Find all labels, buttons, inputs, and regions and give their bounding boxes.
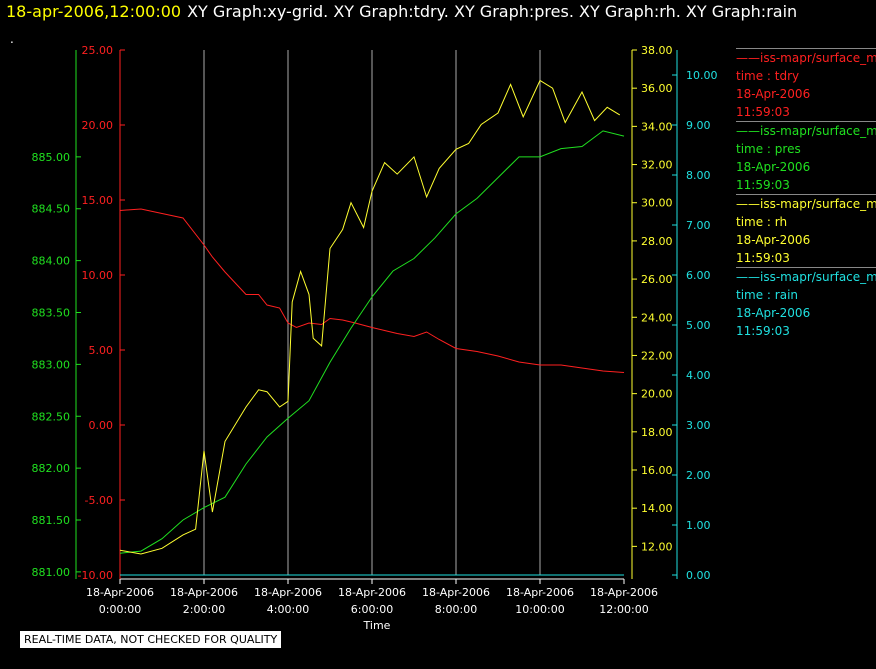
rain-tick-label: 0.00 (686, 569, 711, 582)
legend-date: 18-Apr-2006 (736, 87, 811, 101)
rain-tick-label: 5.00 (686, 319, 711, 332)
rh-tick-label: 20.00 (641, 388, 673, 401)
legend-date: 18-Apr-2006 (736, 160, 811, 174)
x-tick-label-time: 6:00:00 (351, 603, 393, 616)
x-tick-label-date: 18-Apr-2006 (590, 586, 658, 599)
x-tick-label-date: 18-Apr-2006 (506, 586, 574, 599)
rain-tick-label: 9.00 (686, 119, 711, 132)
legend-name: ——iss-mapr/surface_m (736, 51, 876, 65)
x-tick-label-time: 4:00:00 (267, 603, 309, 616)
tdry-tick-label: 0.00 (89, 419, 114, 432)
rain-tick-label: 4.00 (686, 369, 711, 382)
legend-var: time : pres (736, 142, 801, 156)
x-axis-label: Time (363, 619, 391, 632)
legend-time: 11:59:03 (736, 324, 790, 338)
x-tick-label-date: 18-Apr-2006 (86, 586, 154, 599)
legend-time: 11:59:03 (736, 105, 790, 119)
quality-notice: REAL-TIME DATA, NOT CHECKED FOR QUALITY (20, 631, 282, 648)
rain-tick-label: 7.00 (686, 219, 711, 232)
pres-tick-label: 882.50 (32, 410, 71, 423)
legend-date: 18-Apr-2006 (736, 306, 811, 320)
pres-tick-label: 882.00 (32, 462, 71, 475)
rh-tick-label: 12.00 (641, 540, 673, 553)
series-line-rh (119, 79, 621, 555)
x-tick-label-time: 10:00:00 (515, 603, 564, 616)
rain-tick-label: 10.00 (686, 69, 718, 82)
legend-var: time : tdry (736, 69, 800, 83)
x-tick-label-date: 18-Apr-2006 (170, 586, 238, 599)
legend-time: 11:59:03 (736, 178, 790, 192)
x-tick-label-time: 8:00:00 (435, 603, 477, 616)
legend: ——iss-mapr/surface_m time : tdry 18-Apr-20… (736, 48, 876, 340)
tdry-tick-label: 10.00 (82, 269, 114, 282)
legend-name: ——iss-mapr/surface_m (736, 270, 876, 284)
title-timestamp: 18-apr-2006,12:00:00 (6, 2, 182, 21)
rh-tick-label: 30.00 (641, 197, 673, 210)
pres-tick-label: 883.00 (32, 358, 71, 371)
rain-tick-label: 2.00 (686, 469, 711, 482)
x-tick-label-date: 18-Apr-2006 (422, 586, 490, 599)
pres-tick-label: 881.50 (32, 514, 71, 527)
rain-tick-label: 3.00 (686, 419, 711, 432)
chart-title: 18-apr-2006,12:00:00 XY Graph:xy-grid. XY… (6, 2, 797, 21)
tdry-tick-label: 20.00 (82, 119, 114, 132)
legend-date: 18-Apr-2006 (736, 233, 811, 247)
legend-var: time : rain (736, 288, 799, 302)
rh-tick-label: 18.00 (641, 426, 673, 439)
rh-tick-label: 16.00 (641, 464, 673, 477)
rain-tick-label: 1.00 (686, 519, 711, 532)
tdry-tick-label: -5.00 (85, 494, 113, 507)
tdry-tick-label: 25.00 (82, 44, 114, 57)
pres-tick-label: 885.00 (32, 151, 71, 164)
x-tick-label-date: 18-Apr-2006 (254, 586, 322, 599)
rh-tick-label: 36.00 (641, 82, 673, 95)
tdry-tick-label: -10.00 (78, 569, 113, 582)
x-tick-label-time: 2:00:00 (183, 603, 225, 616)
x-tick-label-date: 18-Apr-2006 (338, 586, 406, 599)
rh-tick-label: 28.00 (641, 235, 673, 248)
legend-time: 11:59:03 (736, 251, 790, 265)
legend-var: time : rh (736, 215, 788, 229)
rh-tick-label: 24.00 (641, 311, 673, 324)
rh-tick-label: 38.00 (641, 44, 673, 57)
tdry-tick-label: 15.00 (82, 194, 114, 207)
rain-tick-label: 6.00 (686, 269, 711, 282)
x-tick-label-time: 0:00:00 (99, 603, 141, 616)
pres-tick-label: 883.50 (32, 307, 71, 320)
pres-tick-label: 884.50 (32, 203, 71, 216)
legend-name: ——iss-mapr/surface_m (736, 124, 876, 138)
pres-tick-label: 881.00 (32, 566, 71, 579)
x-tick-label-time: 12:00:00 (599, 603, 648, 616)
rh-tick-label: 14.00 (641, 502, 673, 515)
series-line-pres (119, 130, 625, 554)
rh-tick-label: 34.00 (641, 120, 673, 133)
legend-name: ——iss-mapr/surface_m (736, 197, 876, 211)
title-graph-names: XY Graph:xy-grid. XY Graph:tdry. XY Grap… (187, 2, 798, 21)
tdry-tick-label: 5.00 (89, 344, 114, 357)
rh-tick-label: 22.00 (641, 349, 673, 362)
pres-tick-label: 884.00 (32, 255, 71, 268)
series-line-tdry (119, 208, 625, 373)
stray-dot: . (10, 32, 14, 46)
rain-tick-label: 8.00 (686, 169, 711, 182)
rh-tick-label: 32.00 (641, 159, 673, 172)
rh-tick-label: 26.00 (641, 273, 673, 286)
